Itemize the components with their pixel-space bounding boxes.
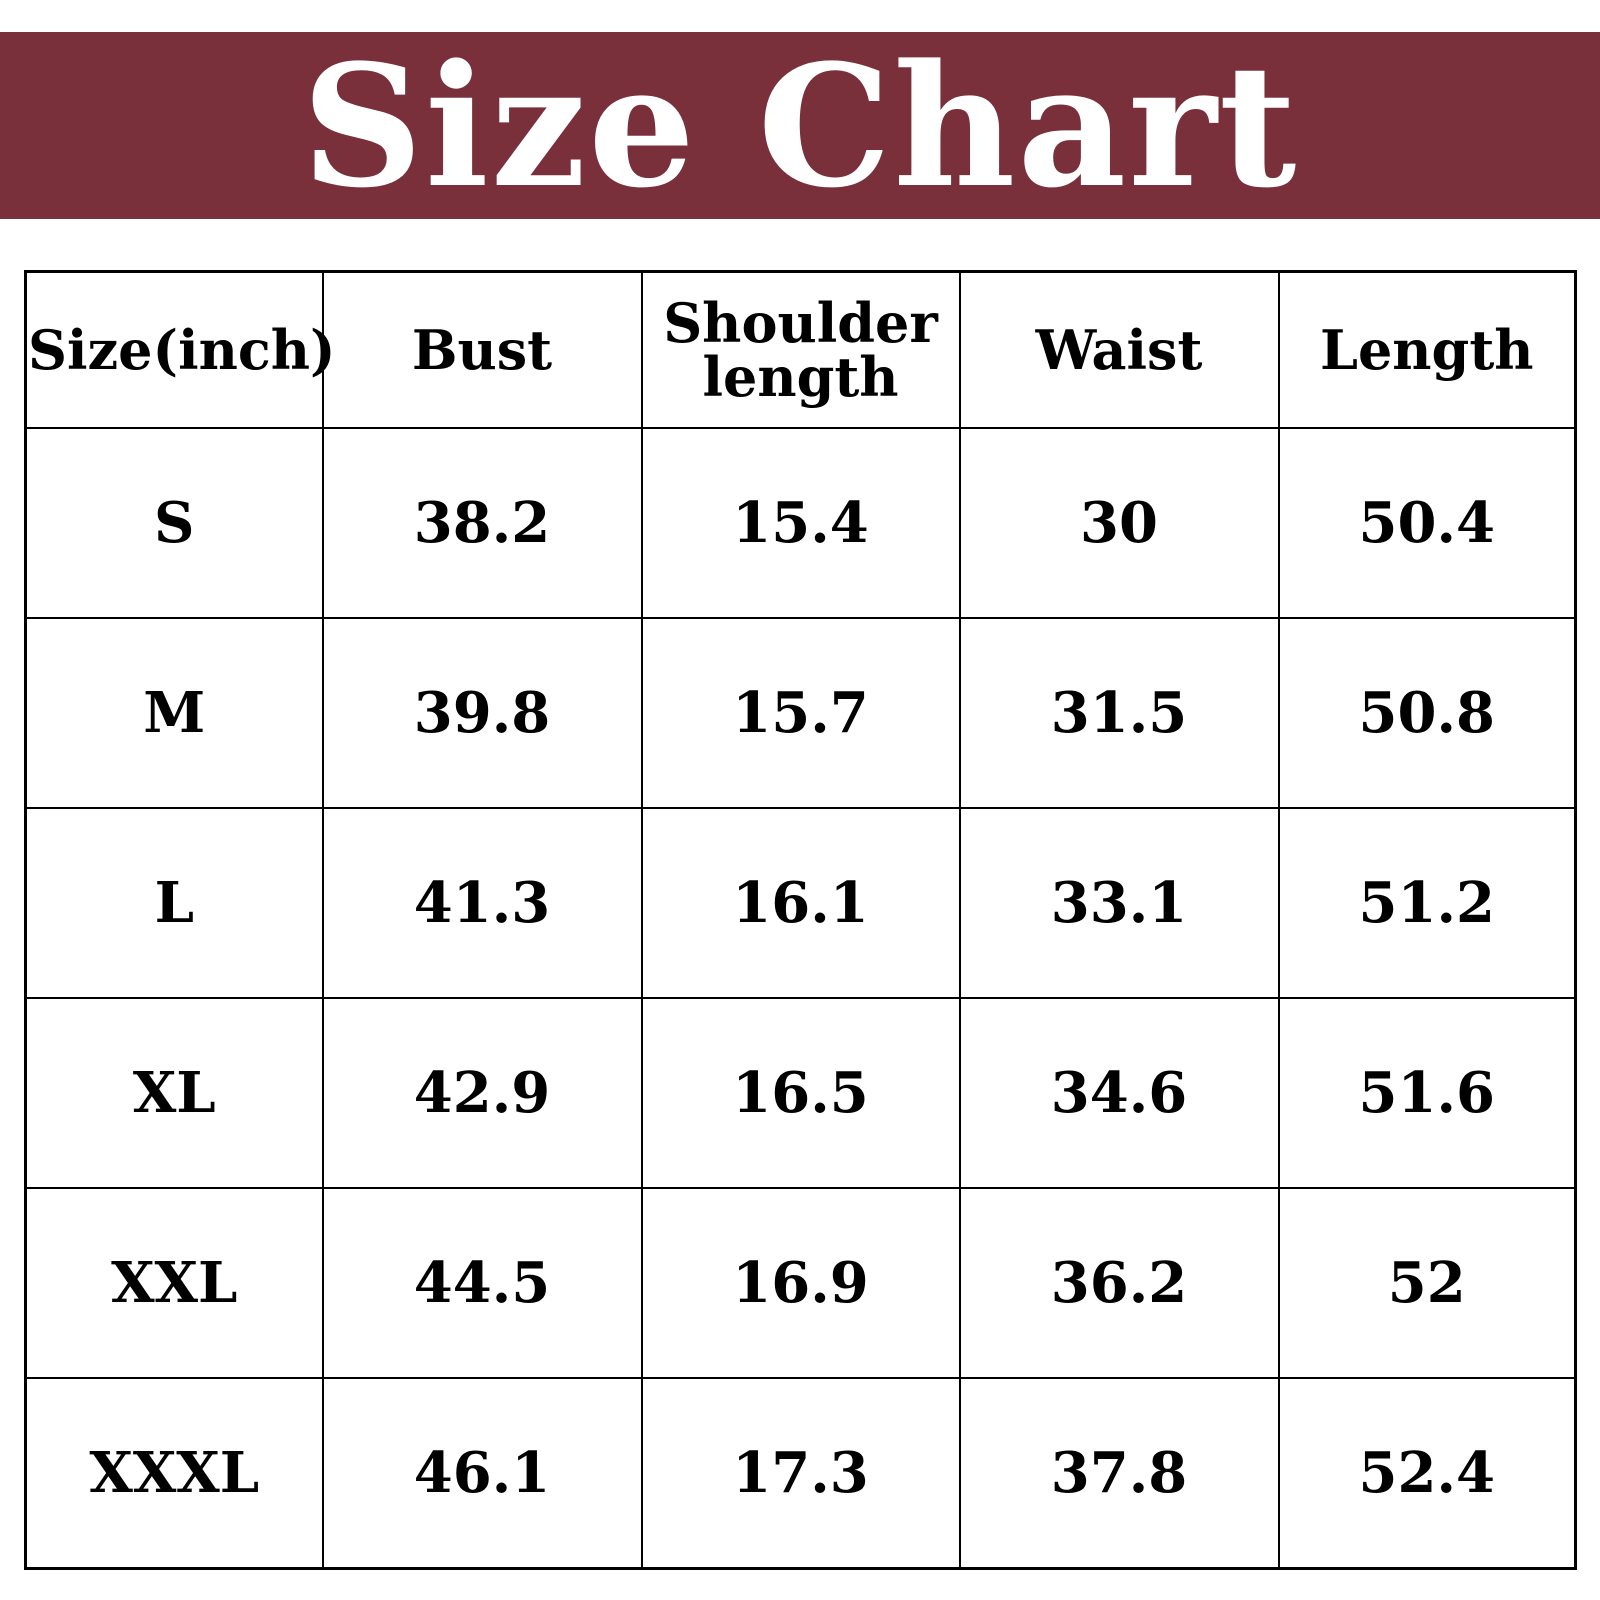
cell-waist: 34.6 <box>958 997 1280 1189</box>
header-row: Size(inch) Bust Shoulder length Waist Le… <box>24 270 1577 429</box>
cell-bust: 46.1 <box>321 1377 643 1570</box>
cell-length: 50.8 <box>1277 617 1577 809</box>
header-size: Size(inch) <box>24 270 336 429</box>
cell-length: 52 <box>1277 1187 1577 1379</box>
cell-shoulder-length: 16.9 <box>640 1187 961 1379</box>
cell-length: 51.2 <box>1277 807 1577 999</box>
cell-size: XL <box>24 997 324 1189</box>
cell-size: S <box>24 427 324 619</box>
size-table: Size(inch) Bust Shoulder length Waist Le… <box>24 270 1577 1570</box>
table-row: XXL 44.5 16.9 36.2 52 <box>24 1187 1577 1379</box>
cell-waist: 33.1 <box>958 807 1280 999</box>
cell-waist: 37.8 <box>958 1377 1280 1570</box>
header-length: Length <box>1277 270 1577 429</box>
cell-bust: 39.8 <box>321 617 643 809</box>
cell-waist: 36.2 <box>958 1187 1280 1379</box>
header-shoulder-length: Shoulder length <box>640 270 961 429</box>
cell-bust: 42.9 <box>321 997 643 1189</box>
header-bust: Bust <box>321 270 643 429</box>
cell-shoulder-length: 15.7 <box>640 617 961 809</box>
cell-size: XXXL <box>24 1377 324 1570</box>
cell-shoulder-length: 15.4 <box>640 427 961 619</box>
table-row: XXXL 46.1 17.3 37.8 52.4 <box>24 1377 1577 1570</box>
cell-length: 50.4 <box>1277 427 1577 619</box>
cell-size: XXL <box>24 1187 324 1379</box>
header-waist: Waist <box>958 270 1280 429</box>
cell-shoulder-length: 17.3 <box>640 1377 961 1570</box>
cell-bust: 41.3 <box>321 807 643 999</box>
cell-length: 51.6 <box>1277 997 1577 1189</box>
title-banner: Size Chart <box>0 32 1600 219</box>
cell-shoulder-length: 16.5 <box>640 997 961 1189</box>
cell-length: 52.4 <box>1277 1377 1577 1570</box>
table-row: M 39.8 15.7 31.5 50.8 <box>24 617 1577 809</box>
cell-bust: 38.2 <box>321 427 643 619</box>
cell-waist: 30 <box>958 427 1280 619</box>
table-row: L 41.3 16.1 33.1 51.2 <box>24 807 1577 999</box>
cell-bust: 44.5 <box>321 1187 643 1379</box>
cell-size: M <box>24 617 324 809</box>
table-row: S 38.2 15.4 30 50.4 <box>24 427 1577 619</box>
cell-waist: 31.5 <box>958 617 1280 809</box>
page-title: Size Chart <box>301 26 1299 225</box>
table-row: XL 42.9 16.5 34.6 51.6 <box>24 997 1577 1189</box>
cell-shoulder-length: 16.1 <box>640 807 961 999</box>
cell-size: L <box>24 807 324 999</box>
